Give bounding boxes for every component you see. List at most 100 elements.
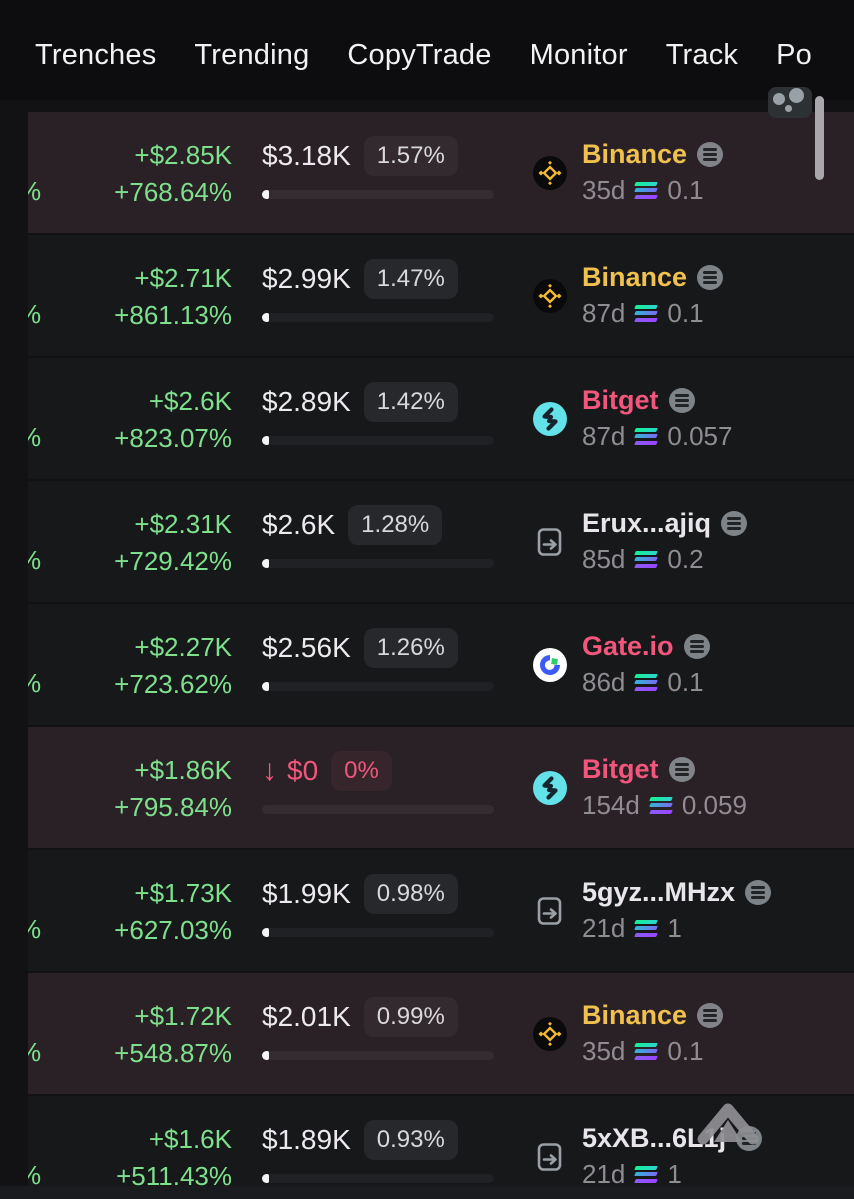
source-name[interactable]: Bitget [582, 385, 659, 415]
progress-bar [262, 928, 494, 937]
table-row[interactable]: % +$1.73K +627.03% ↓ $1.99K 0.98% [28, 850, 854, 971]
scroll-to-top-button[interactable] [694, 1094, 762, 1154]
table-row[interactable]: % +$2.71K +861.13% ↓ $2.99K 1.47% [28, 235, 854, 356]
source-icon-wrap [533, 647, 567, 682]
bitget-icon [533, 770, 567, 805]
pnl-usd: +$2.85K [134, 140, 232, 170]
stack-menu-icon[interactable] [697, 265, 724, 290]
sol-amount: 0.059 [681, 790, 747, 820]
nav-tab-track[interactable]: Track [665, 38, 739, 71]
stack-menu-icon[interactable] [668, 388, 695, 413]
value-cell: ↓ $1.89K 0.93% [232, 1096, 508, 1199]
pnl-cell: +$2.6K +823.07% [64, 358, 232, 479]
solana-icon [634, 1042, 659, 1061]
value-cell: ↓ $2.01K 0.99% [232, 973, 508, 1094]
table-row[interactable]: +$1.86K +795.84% ↓ $0 0% [28, 727, 854, 848]
pnl-percent: +861.13% [114, 300, 232, 330]
progress-fill [262, 682, 269, 691]
stack-menu-icon[interactable] [683, 634, 710, 659]
table-row[interactable]: % +$2.85K +768.64% ↓ $3.18K 1.57% [28, 112, 854, 233]
scrollbar-thumb[interactable] [815, 96, 824, 180]
source-cell: Bitget 87d 0.057 [508, 358, 854, 479]
source-name[interactable]: Binance [582, 1000, 688, 1030]
stack-menu-icon[interactable] [668, 757, 695, 782]
table-row[interactable]: % +$1.72K +548.87% ↓ $2.01K 0.99% [28, 973, 854, 1094]
source-cell: Binance 87d 0.1 [508, 235, 854, 356]
progress-fill [262, 1174, 269, 1183]
solana-icon [634, 427, 659, 446]
table-row[interactable]: % +$1.6K +511.43% ↓ $1.89K 0.93% [28, 1096, 854, 1199]
sol-amount: 0.1 [667, 667, 704, 697]
source-name[interactable]: Bitget [582, 754, 659, 784]
source-cell: 5xXB...6L1j 21d 1 [508, 1096, 854, 1199]
progress-bar [262, 190, 494, 199]
pnl-usd: +$1.86K [134, 755, 232, 785]
bubble-dot-icon [785, 105, 792, 112]
pnl-usd: +$1.6K [148, 1124, 232, 1154]
progress-bar [262, 436, 494, 445]
source-icon-wrap [533, 155, 567, 190]
value-percent-badge: 1.57% [363, 136, 458, 176]
source-name[interactable]: 5gyz...MHzx [582, 877, 736, 907]
progress-fill [262, 928, 269, 937]
pnl-cell: +$1.73K +627.03% [64, 850, 232, 971]
clipped-percent-cell: % [28, 235, 64, 356]
bitget-icon [533, 401, 567, 436]
source-name[interactable]: Binance [582, 139, 688, 169]
progress-bar [262, 1174, 494, 1183]
stack-menu-icon[interactable] [697, 142, 724, 167]
nav-tab-trending[interactable]: Trending [194, 38, 310, 71]
sol-amount: 1 [667, 1159, 682, 1189]
wallet-icon [537, 896, 562, 925]
age-label: 35d [582, 175, 626, 205]
value-cell: ↓ $2.99K 1.47% [232, 235, 508, 356]
age-label: 86d [582, 667, 626, 697]
table-row[interactable]: % +$2.6K +823.07% ↓ $2.89K 1.42% [28, 358, 854, 479]
source-name[interactable]: Gate.io [582, 631, 674, 661]
stack-menu-icon[interactable] [697, 1003, 724, 1028]
pnl-usd: +$1.72K [134, 1001, 232, 1031]
nav-tab-monitor[interactable]: Monitor [529, 38, 628, 71]
age-label: 87d [582, 298, 626, 328]
value-percent-badge: 1.42% [363, 382, 458, 422]
pnl-usd: +$2.71K [134, 263, 232, 293]
table-row[interactable]: % +$2.31K +729.42% ↓ $2.6K 1.28% [28, 481, 854, 602]
clipped-percent-cell: % [28, 604, 64, 725]
pnl-cell: +$2.85K +768.64% [64, 112, 232, 233]
source-name[interactable]: Erux...ajiq [582, 508, 712, 538]
wallet-icon [537, 527, 562, 556]
pnl-percent: +823.07% [114, 423, 232, 453]
nav-tab-copytrade[interactable]: CopyTrade [347, 38, 492, 71]
value-percent-badge: 0.99% [363, 997, 458, 1037]
pnl-cell: +$2.27K +723.62% [64, 604, 232, 725]
top-nav: Trenches Trending CopyTrade Monitor Track Po [0, 0, 854, 100]
nav-tab-trenches[interactable]: Trenches [35, 38, 157, 71]
stack-menu-icon[interactable] [745, 880, 772, 905]
bubble-dot-icon [789, 88, 804, 103]
source-cell: Binance 35d 0.1 [508, 973, 854, 1094]
value-percent-badge: 1.47% [363, 259, 458, 299]
nav-tab-po[interactable]: Po [776, 38, 813, 71]
sol-amount: 0.1 [667, 298, 704, 328]
pnl-usd: +$2.31K [134, 509, 232, 539]
pnl-cell: +$2.71K +861.13% [64, 235, 232, 356]
bubble-chart-widget-button[interactable] [768, 87, 812, 118]
source-cell: Erux...ajiq 85d 0.2 [508, 481, 854, 602]
age-label: 154d [582, 790, 640, 820]
value-amount: $1.89K [262, 1124, 351, 1155]
value-amount: $0 [287, 755, 319, 786]
pnl-cell: +$2.31K +729.42% [64, 481, 232, 602]
value-amount: $2.89K [262, 386, 351, 417]
table-row[interactable]: % +$2.27K +723.62% ↓ $2.56K 1.26% [28, 604, 854, 725]
pnl-percent: +723.62% [114, 669, 232, 699]
source-cell: Bitget 154d 0.059 [508, 727, 854, 848]
solana-icon [634, 919, 659, 938]
age-label: 21d [582, 1159, 626, 1189]
progress-fill [262, 559, 269, 568]
stack-menu-icon[interactable] [721, 511, 748, 536]
solana-icon [634, 304, 659, 323]
progress-bar [262, 313, 494, 322]
source-name[interactable]: Binance [582, 262, 688, 292]
source-icon-wrap [533, 1016, 567, 1051]
source-icon-wrap [533, 1140, 567, 1174]
